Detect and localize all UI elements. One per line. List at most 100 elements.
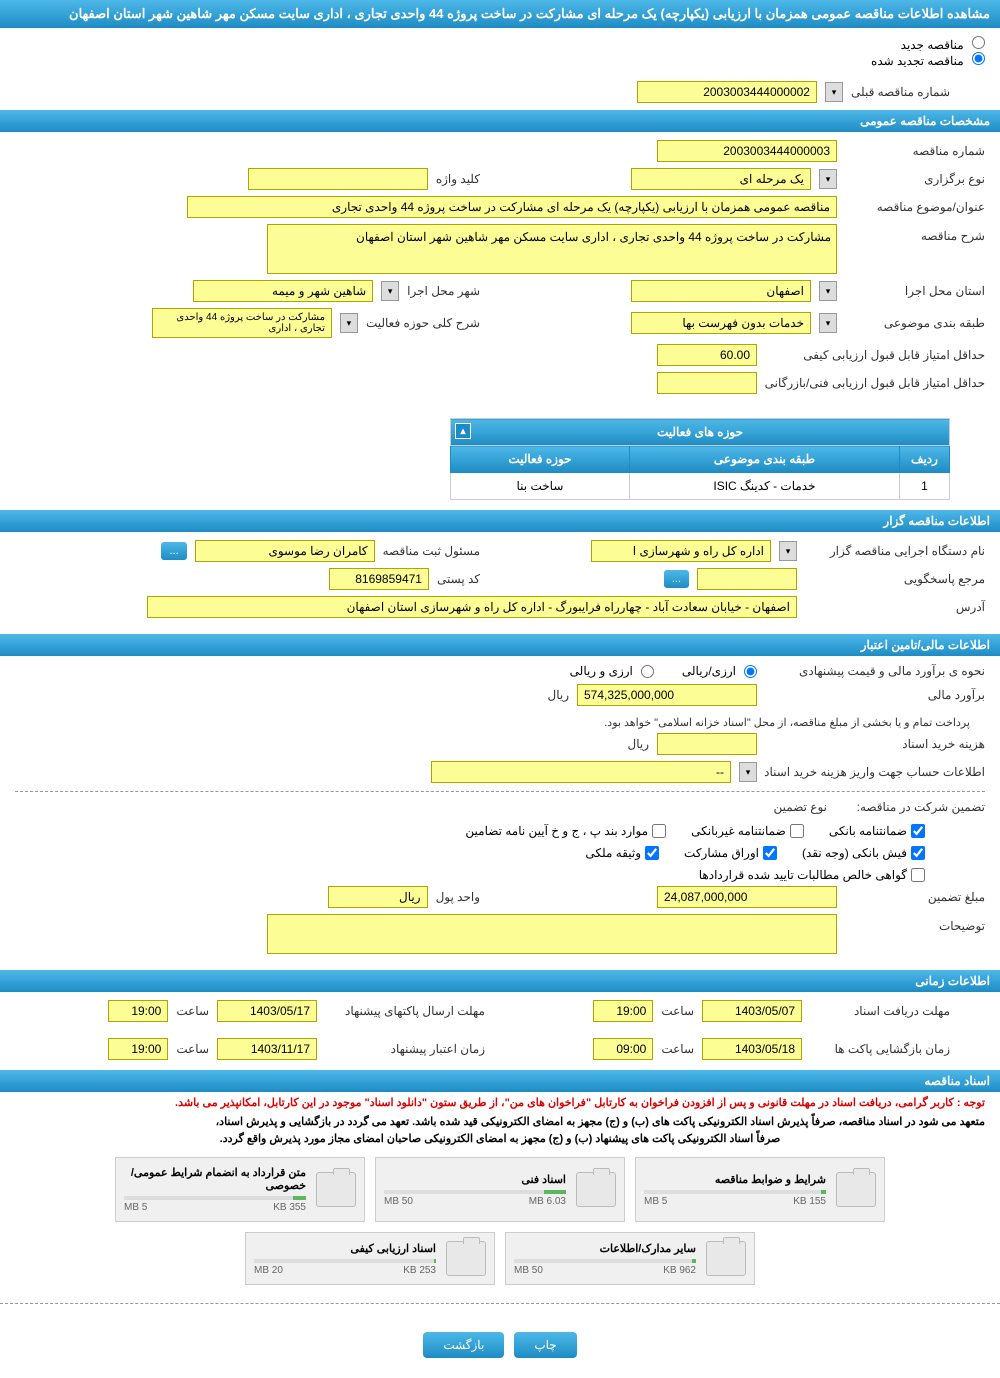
estimate-method-label: نحوه ی برآورد مالی و قیمت پیشنهادی	[765, 664, 985, 678]
radio-renewed-tender[interactable]	[972, 52, 985, 65]
cb-participation-label: اوراق مشارکت	[684, 846, 759, 860]
tender-type-radios: مناقصه جدید مناقصه تجدید شده	[0, 28, 1000, 76]
doc-used: 6.03 MB	[529, 1196, 566, 1207]
doc-item[interactable]: سایر مدارک/اطلاعات962 KB50 MB	[505, 1232, 755, 1285]
doc-total: 50 MB	[514, 1265, 543, 1276]
folder-icon	[576, 1172, 616, 1207]
cb-nonbank-label: ضمانتنامه غیربانکی	[691, 824, 786, 838]
chevron-down-icon[interactable]: ▾	[819, 281, 837, 301]
chevron-down-icon[interactable]: ▾	[819, 313, 837, 333]
cb-net-claims[interactable]	[911, 868, 925, 882]
doc-title: شرایط و ضوابط مناقصه	[644, 1173, 826, 1186]
radio-new-tender[interactable]	[972, 36, 985, 49]
section-general: مشخصات مناقصه عمومی	[0, 110, 1000, 132]
send-deadline-time: 19:00	[108, 1000, 168, 1022]
min-technical-label: حداقل امتیاز قابل قبول ارزیابی فنی/بازرگ…	[765, 376, 985, 390]
cb-bank-receipt[interactable]	[911, 846, 925, 860]
keyword-field	[248, 168, 428, 190]
address-field: اصفهان - خیابان سعادت آباد - چهارراه فرا…	[147, 596, 797, 618]
doc-item[interactable]: متن قرارداد به انضمام شرایط عمومی/خصوصی 3…	[115, 1157, 365, 1222]
currency-unit-label: واحد پول	[436, 890, 480, 904]
chevron-down-icon[interactable]: ▾	[779, 541, 797, 561]
folder-icon	[446, 1241, 486, 1276]
currency-unit-field: ریال	[328, 886, 428, 908]
doc-title: اسناد فنی	[384, 1173, 566, 1186]
col-scope: حوزه فعالیت	[451, 446, 630, 473]
tender-number-field: 2003003444000003	[657, 140, 837, 162]
cb-bank-receipt-label: فیش بانکی (وجه نقد)	[802, 846, 907, 860]
page-title: مشاهده اطلاعات مناقصه عمومی همزمان با ار…	[0, 0, 1000, 28]
time-label1: ساعت	[661, 1004, 694, 1018]
prev-number-field: 2003003444000002	[637, 81, 817, 103]
subject-field: مناقصه عمومی همزمان با ارزیابی (یکپارچه)…	[187, 196, 837, 218]
ellipsis-button[interactable]: ...	[664, 570, 689, 588]
section-financial: اطلاعات مالی/تامین اعتبار	[0, 634, 1000, 656]
folder-icon	[706, 1241, 746, 1276]
label-new-tender: مناقصه جدید	[901, 38, 964, 52]
receive-deadline-label: مهلت دریافت اسناد	[810, 1004, 950, 1018]
open-date: 1403/05/18	[702, 1038, 802, 1060]
purchase-cost-label: هزینه خرید اسناد	[765, 737, 985, 751]
province-label: استان محل اجرا	[845, 284, 985, 298]
scope-field: مشارکت در ساخت پروژه 44 واحدی تجاری ، اد…	[152, 308, 332, 338]
postal-code-field: 8169859471	[329, 568, 429, 590]
chevron-down-icon[interactable]: ▾	[825, 82, 843, 102]
doc-item[interactable]: اسناد ارزیابی کیفی253 KB20 MB	[245, 1232, 495, 1285]
radio-currency[interactable]	[744, 665, 757, 678]
exec-org-label: نام دستگاه اجرایی مناقصه گزار	[805, 544, 985, 558]
doc-total: 5 MB	[124, 1202, 147, 1213]
doc-item[interactable]: اسناد فنی6.03 MB50 MB	[375, 1157, 625, 1222]
activities-table: حوزه های فعالیت▴ ردیف طبقه بندی موضوعی ح…	[450, 418, 950, 500]
doc-item[interactable]: شرایط و ضوابط مناقصه155 KB5 MB	[635, 1157, 885, 1222]
collapse-icon[interactable]: ▴	[455, 423, 471, 439]
cb-property[interactable]	[645, 846, 659, 860]
doc-title: متن قرارداد به انضمام شرایط عمومی/خصوصی	[124, 1166, 306, 1192]
category-field: خدمات بدون فهرست بها	[631, 312, 811, 334]
chevron-down-icon[interactable]: ▾	[381, 281, 399, 301]
section-docs: اسناد مناقصه	[0, 1070, 1000, 1092]
responder-field	[697, 568, 797, 590]
ellipsis-button[interactable]: ...	[161, 542, 186, 560]
docs-line2: صرفاً اسناد الکترونیکی پاکت های پیشنهاد …	[0, 1130, 1000, 1147]
cell-category: خدمات - کدینگ ISIC	[629, 473, 899, 500]
cb-bank-guarantee[interactable]	[911, 824, 925, 838]
doc-title: اسناد ارزیابی کیفی	[254, 1242, 436, 1255]
folder-icon	[316, 1172, 356, 1207]
validity-label: زمان اعتبار پیشنهاد	[325, 1042, 485, 1056]
cb-regulation-label: موارد بند پ ، ج و خ آیین نامه تضامین	[465, 824, 648, 838]
cb-nonbank-guarantee[interactable]	[790, 824, 804, 838]
cb-regulation[interactable]	[652, 824, 666, 838]
col-row: ردیف	[900, 446, 950, 473]
doc-used: 355 KB	[273, 1202, 306, 1213]
estimate-field: 574,325,000,000	[577, 684, 757, 706]
label-renewed-tender: مناقصه تجدید شده	[871, 54, 964, 68]
print-button[interactable]: چاپ	[514, 1332, 576, 1358]
currency-rial: ریال	[547, 688, 569, 702]
guarantee-amount-field: 24,087,000,000	[657, 886, 837, 908]
radio-currency-rial[interactable]	[641, 665, 654, 678]
back-button[interactable]: بازگشت	[423, 1332, 504, 1358]
responder-label: مرجع پاسخگویی	[805, 572, 985, 586]
documents-grid: شرایط و ضوابط مناقصه155 KB5 MB اسناد فنی 6…	[0, 1147, 1000, 1295]
doc-used: 253 KB	[403, 1265, 436, 1276]
validity-date: 1403/11/17	[217, 1038, 317, 1060]
chevron-down-icon[interactable]: ▾	[340, 313, 358, 333]
notes-field	[267, 914, 837, 954]
subject-label: عنوان/موضوع مناقصه	[845, 200, 985, 214]
min-quality-label: حداقل امتیاز قابل قبول ارزیابی کیفی	[765, 348, 985, 362]
chevron-down-icon[interactable]: ▾	[739, 762, 757, 782]
holding-type-label: نوع برگزاری	[845, 172, 985, 186]
opt-currency: ارزی/ریالی	[682, 664, 736, 678]
notes-label: توضیحات	[845, 914, 985, 933]
section-holder: اطلاعات مناقصه گزار	[0, 510, 1000, 532]
receive-deadline-date: 1403/05/07	[702, 1000, 802, 1022]
activities-header: حوزه های فعالیت	[657, 425, 743, 439]
open-time-label: زمان بازگشایی پاکت ها	[810, 1042, 950, 1056]
city-field: شاهین شهر و میمه	[193, 280, 373, 302]
guarantee-type-sublabel: نوع تضمین	[774, 800, 827, 814]
doc-used: 962 KB	[663, 1265, 696, 1276]
chevron-down-icon[interactable]: ▾	[819, 169, 837, 189]
cb-participation[interactable]	[763, 846, 777, 860]
postal-code-label: کد پستی	[437, 572, 480, 586]
payment-note: پرداخت تمام و یا بخشی از مبلغ مناقصه، از…	[15, 712, 985, 733]
